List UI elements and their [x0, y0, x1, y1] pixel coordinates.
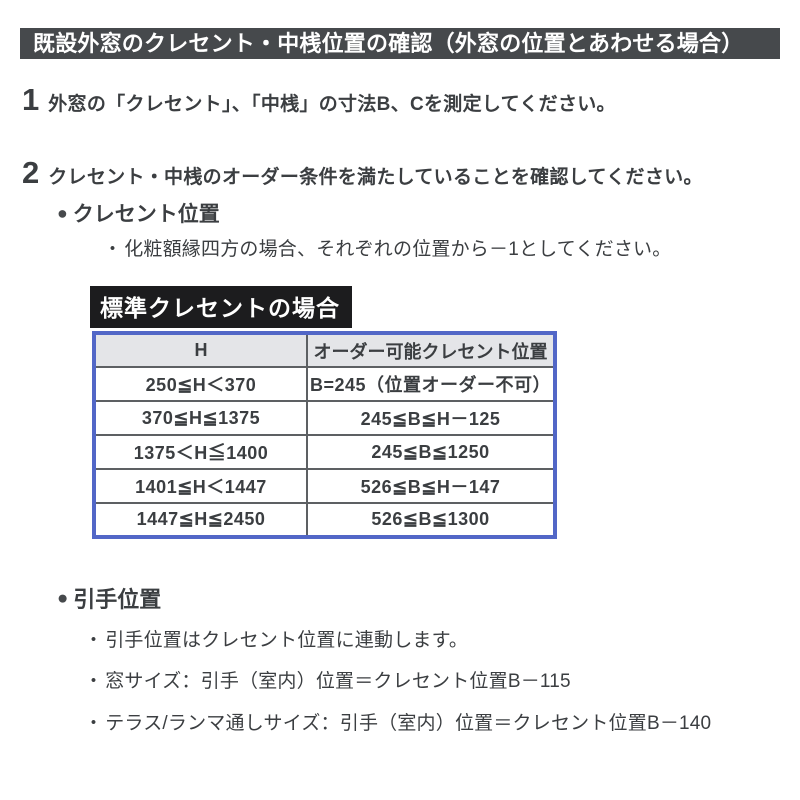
table-header-row: H オーダー可能クレセント位置: [93, 332, 556, 368]
table-header-order-position: オーダー可能クレセント位置: [306, 332, 556, 368]
table-cell-b-range: 526≦B≦H－147: [306, 468, 556, 504]
sub-bullet-icon: ・: [84, 671, 104, 692]
table-row: 250≦H＜370 B=245（位置オーダー不可）: [93, 366, 556, 402]
crescent-position-heading: ● クレセント位置: [57, 198, 220, 228]
handle-note-text: 引手位置はクレセント位置に連動します。: [105, 630, 469, 651]
crescent-position-note: ・化粧額縁四方の場合、それぞれの位置から－1としてください。: [103, 234, 671, 261]
step-1: 1 外窓の「クレセント」、「中桟」の寸法B、Cを測定してください。: [22, 84, 616, 116]
table-header-h: H: [93, 332, 308, 368]
table-cell-h-range: 1401≦H＜1447: [93, 468, 308, 504]
handle-note: ・テラス/ランマ通しサイズ：引手（室内）位置＝クレセント位置B－140: [84, 708, 711, 735]
table-row: 1401≦H＜1447 526≦B≦H－147: [93, 468, 556, 504]
handle-position-heading: ● 引手位置: [57, 582, 161, 614]
crescent-position-heading-label: クレセント位置: [72, 203, 220, 226]
sub-bullet-icon: ・: [103, 239, 123, 260]
table-cell-h-range: 1447≦H≦2450: [93, 502, 308, 538]
step-2-number: 2: [22, 155, 40, 190]
handle-note-text: テラス/ランマ通しサイズ：引手（室内）位置＝クレセント位置B－140: [105, 713, 712, 734]
table-cell-h-range: 370≦H≦1375: [93, 400, 308, 436]
handle-note: ・引手位置はクレセント位置に連動します。: [84, 625, 468, 652]
handle-note: ・窓サイズ：引手（室内）位置＝クレセント位置B－115: [84, 666, 571, 693]
step-1-text: 外窓の「クレセント」、「中桟」の寸法B、Cを測定してください。: [48, 94, 616, 115]
step-2-text: クレセント・中桟のオーダー条件を満たしていることを確認してください。: [48, 167, 703, 188]
table-cell-b-range: 245≦B≦1250: [306, 434, 556, 470]
table-row: 1375＜H≦1400 245≦B≦1250: [93, 434, 556, 470]
standard-crescent-label: 標準クレセントの場合: [90, 286, 352, 328]
handle-position-heading-label: 引手位置: [73, 587, 162, 612]
crescent-position-table: H オーダー可能クレセント位置 250≦H＜370 B=245（位置オーダー不可…: [92, 331, 557, 539]
table-cell-b-range: B=245（位置オーダー不可）: [306, 366, 556, 402]
table-cell-b-range: 526≦B≦1300: [306, 502, 556, 538]
step-1-number: 1: [22, 82, 40, 117]
table-cell-b-range: 245≦B≦H－125: [306, 400, 556, 436]
table-cell-h-range: 250≦H＜370: [93, 366, 308, 402]
table-cell-h-range: 1375＜H≦1400: [93, 434, 308, 470]
bullet-icon: ●: [57, 587, 69, 608]
sub-bullet-icon: ・: [84, 630, 104, 651]
crescent-position-note-text: 化粧額縁四方の場合、それぞれの位置から－1としてください。: [124, 239, 672, 260]
handle-note-text: 窓サイズ：引手（室内）位置＝クレセント位置B－115: [105, 671, 571, 692]
sub-bullet-icon: ・: [84, 713, 104, 734]
bullet-icon: ●: [57, 202, 68, 223]
table-row: 1447≦H≦2450 526≦B≦1300: [93, 502, 556, 538]
page-title: 既設外窓のクレセント・中桟位置の確認（外窓の位置とあわせる場合）: [20, 28, 780, 59]
step-2: 2 クレセント・中桟のオーダー条件を満たしていることを確認してください。: [22, 157, 703, 189]
table-row: 370≦H≦1375 245≦B≦H－125: [93, 400, 556, 436]
